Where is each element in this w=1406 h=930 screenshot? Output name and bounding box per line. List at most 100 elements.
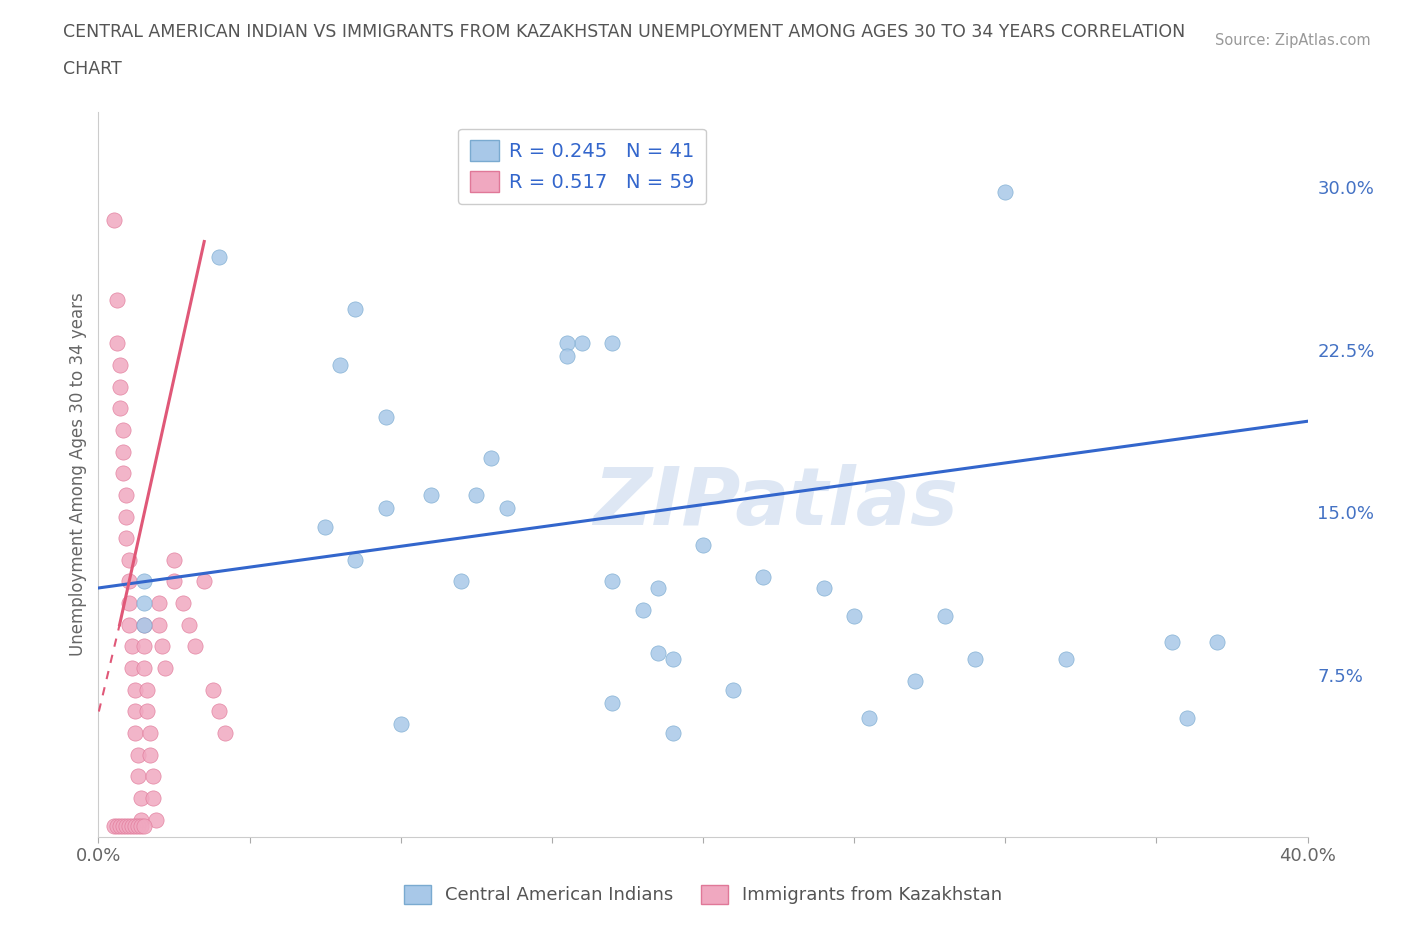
Point [602, 574, 624, 589]
Point [114, 531, 136, 546]
Point [129, 812, 152, 827]
Point [114, 509, 136, 524]
Point [495, 500, 517, 515]
Point [132, 818, 155, 833]
Point [121, 660, 143, 675]
Point [344, 301, 367, 316]
Text: ZIPatlas: ZIPatlas [593, 464, 957, 542]
Point [647, 580, 669, 595]
Point [208, 249, 231, 264]
Point [114, 818, 136, 833]
Legend: Central American Indians, Immigrants from Kazakhstan: Central American Indians, Immigrants fro… [396, 878, 1010, 911]
Point [555, 336, 578, 351]
Point [555, 349, 578, 364]
Point [121, 818, 143, 833]
Point [420, 487, 443, 502]
Point [127, 748, 149, 763]
Point [965, 652, 987, 667]
Point [118, 596, 141, 611]
Legend: R = 0.245   N = 41, R = 0.517   N = 59: R = 0.245 N = 41, R = 0.517 N = 59 [458, 128, 706, 204]
Point [752, 570, 775, 585]
Point [202, 683, 225, 698]
Text: Source: ZipAtlas.com: Source: ZipAtlas.com [1215, 33, 1371, 47]
Point [193, 574, 215, 589]
Point [858, 711, 880, 725]
Point [994, 184, 1017, 199]
Point [344, 552, 367, 567]
Point [631, 603, 654, 618]
Point [723, 683, 745, 698]
Point [124, 818, 146, 833]
Point [148, 596, 170, 611]
Point [602, 336, 624, 351]
Point [105, 818, 128, 833]
Point [111, 818, 134, 833]
Point [314, 520, 336, 535]
Point [142, 769, 165, 784]
Point [127, 818, 149, 833]
Point [103, 212, 125, 227]
Point [105, 336, 128, 351]
Point [132, 639, 155, 654]
Point [450, 574, 472, 589]
Text: CENTRAL AMERICAN INDIAN VS IMMIGRANTS FROM KAZAKHSTAN UNEMPLOYMENT AMONG AGES 30: CENTRAL AMERICAN INDIAN VS IMMIGRANTS FR… [63, 23, 1185, 41]
Point [844, 609, 866, 624]
Point [135, 683, 157, 698]
Point [132, 596, 155, 611]
Point [904, 673, 927, 688]
Point [602, 696, 624, 711]
Point [329, 357, 352, 372]
Point [208, 704, 231, 719]
Point [127, 769, 149, 784]
Point [118, 818, 141, 833]
Point [118, 618, 141, 632]
Point [145, 812, 167, 827]
Point [692, 538, 714, 552]
Point [661, 725, 683, 740]
Point [103, 818, 125, 833]
Point [184, 639, 207, 654]
Point [124, 683, 146, 698]
Point [139, 748, 162, 763]
Point [214, 725, 236, 740]
Point [132, 618, 155, 632]
Point [108, 379, 131, 394]
Point [135, 704, 157, 719]
Point [153, 660, 176, 675]
Point [129, 790, 152, 805]
Point [129, 818, 152, 833]
Point [132, 660, 155, 675]
Point [465, 487, 488, 502]
Point [172, 596, 194, 611]
Point [105, 293, 128, 308]
Point [374, 500, 396, 515]
Point [132, 618, 155, 632]
Point [121, 639, 143, 654]
Point [647, 645, 669, 660]
Point [150, 639, 173, 654]
Point [571, 336, 593, 351]
Point [118, 574, 141, 589]
Point [148, 618, 170, 632]
Point [132, 574, 155, 589]
Point [118, 552, 141, 567]
Point [179, 618, 201, 632]
Point [111, 422, 134, 437]
Point [374, 409, 396, 424]
Point [1160, 634, 1182, 649]
Point [661, 652, 683, 667]
Point [813, 580, 835, 595]
Point [1206, 634, 1229, 649]
Point [124, 725, 146, 740]
Point [124, 704, 146, 719]
Point [142, 790, 165, 805]
Text: CHART: CHART [63, 60, 122, 78]
Point [108, 401, 131, 416]
Point [389, 717, 412, 732]
Point [139, 725, 162, 740]
Point [163, 574, 186, 589]
Point [114, 487, 136, 502]
Point [1175, 711, 1198, 725]
Point [481, 451, 503, 466]
Point [1054, 652, 1077, 667]
